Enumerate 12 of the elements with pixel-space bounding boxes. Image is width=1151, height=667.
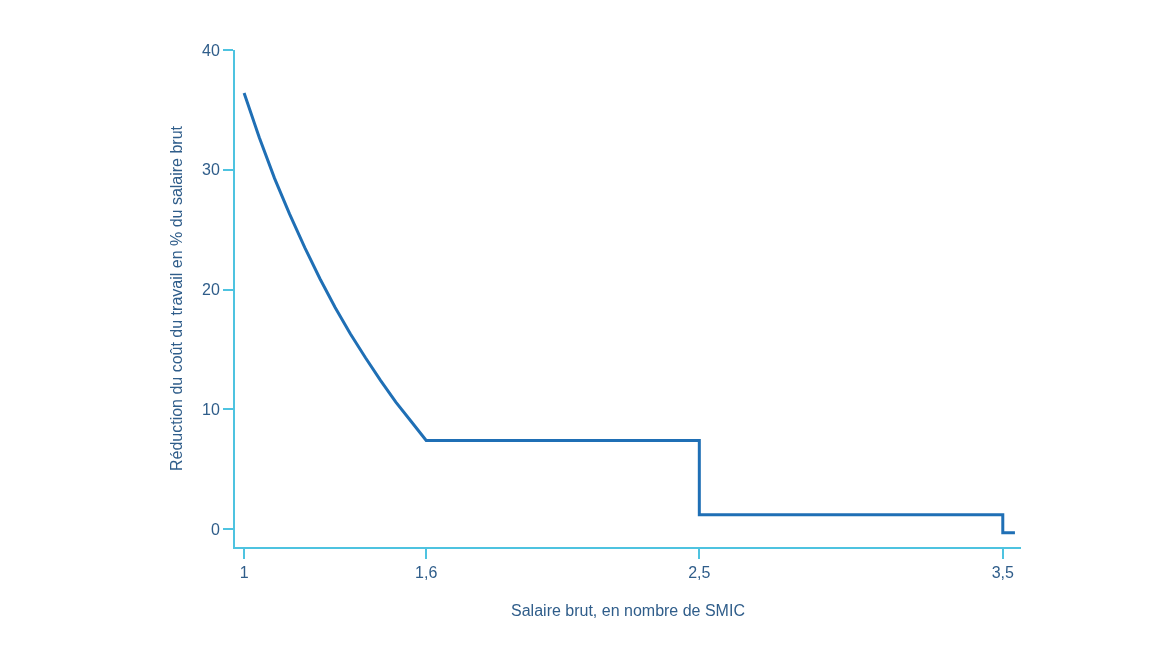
- x-tick-label: 1,6: [415, 564, 438, 582]
- y-tick-label: 10: [202, 400, 220, 418]
- x-axis-title: Salaire brut, en nombre de SMIC: [511, 602, 745, 620]
- y-tick-label: 20: [202, 281, 220, 299]
- x-tick-label: 3,5: [991, 564, 1015, 582]
- y-axis-title: Réduction du coût du travail en % du salaire brut: [168, 125, 186, 472]
- line-series: [242, 91, 1017, 535]
- x-tick-label: 2,5: [688, 564, 711, 582]
- y-tick-label: 0: [210, 520, 220, 538]
- y-tick-label: 40: [202, 41, 220, 59]
- x-tick-label: 1: [239, 564, 249, 582]
- y-tick-label: 30: [202, 161, 220, 179]
